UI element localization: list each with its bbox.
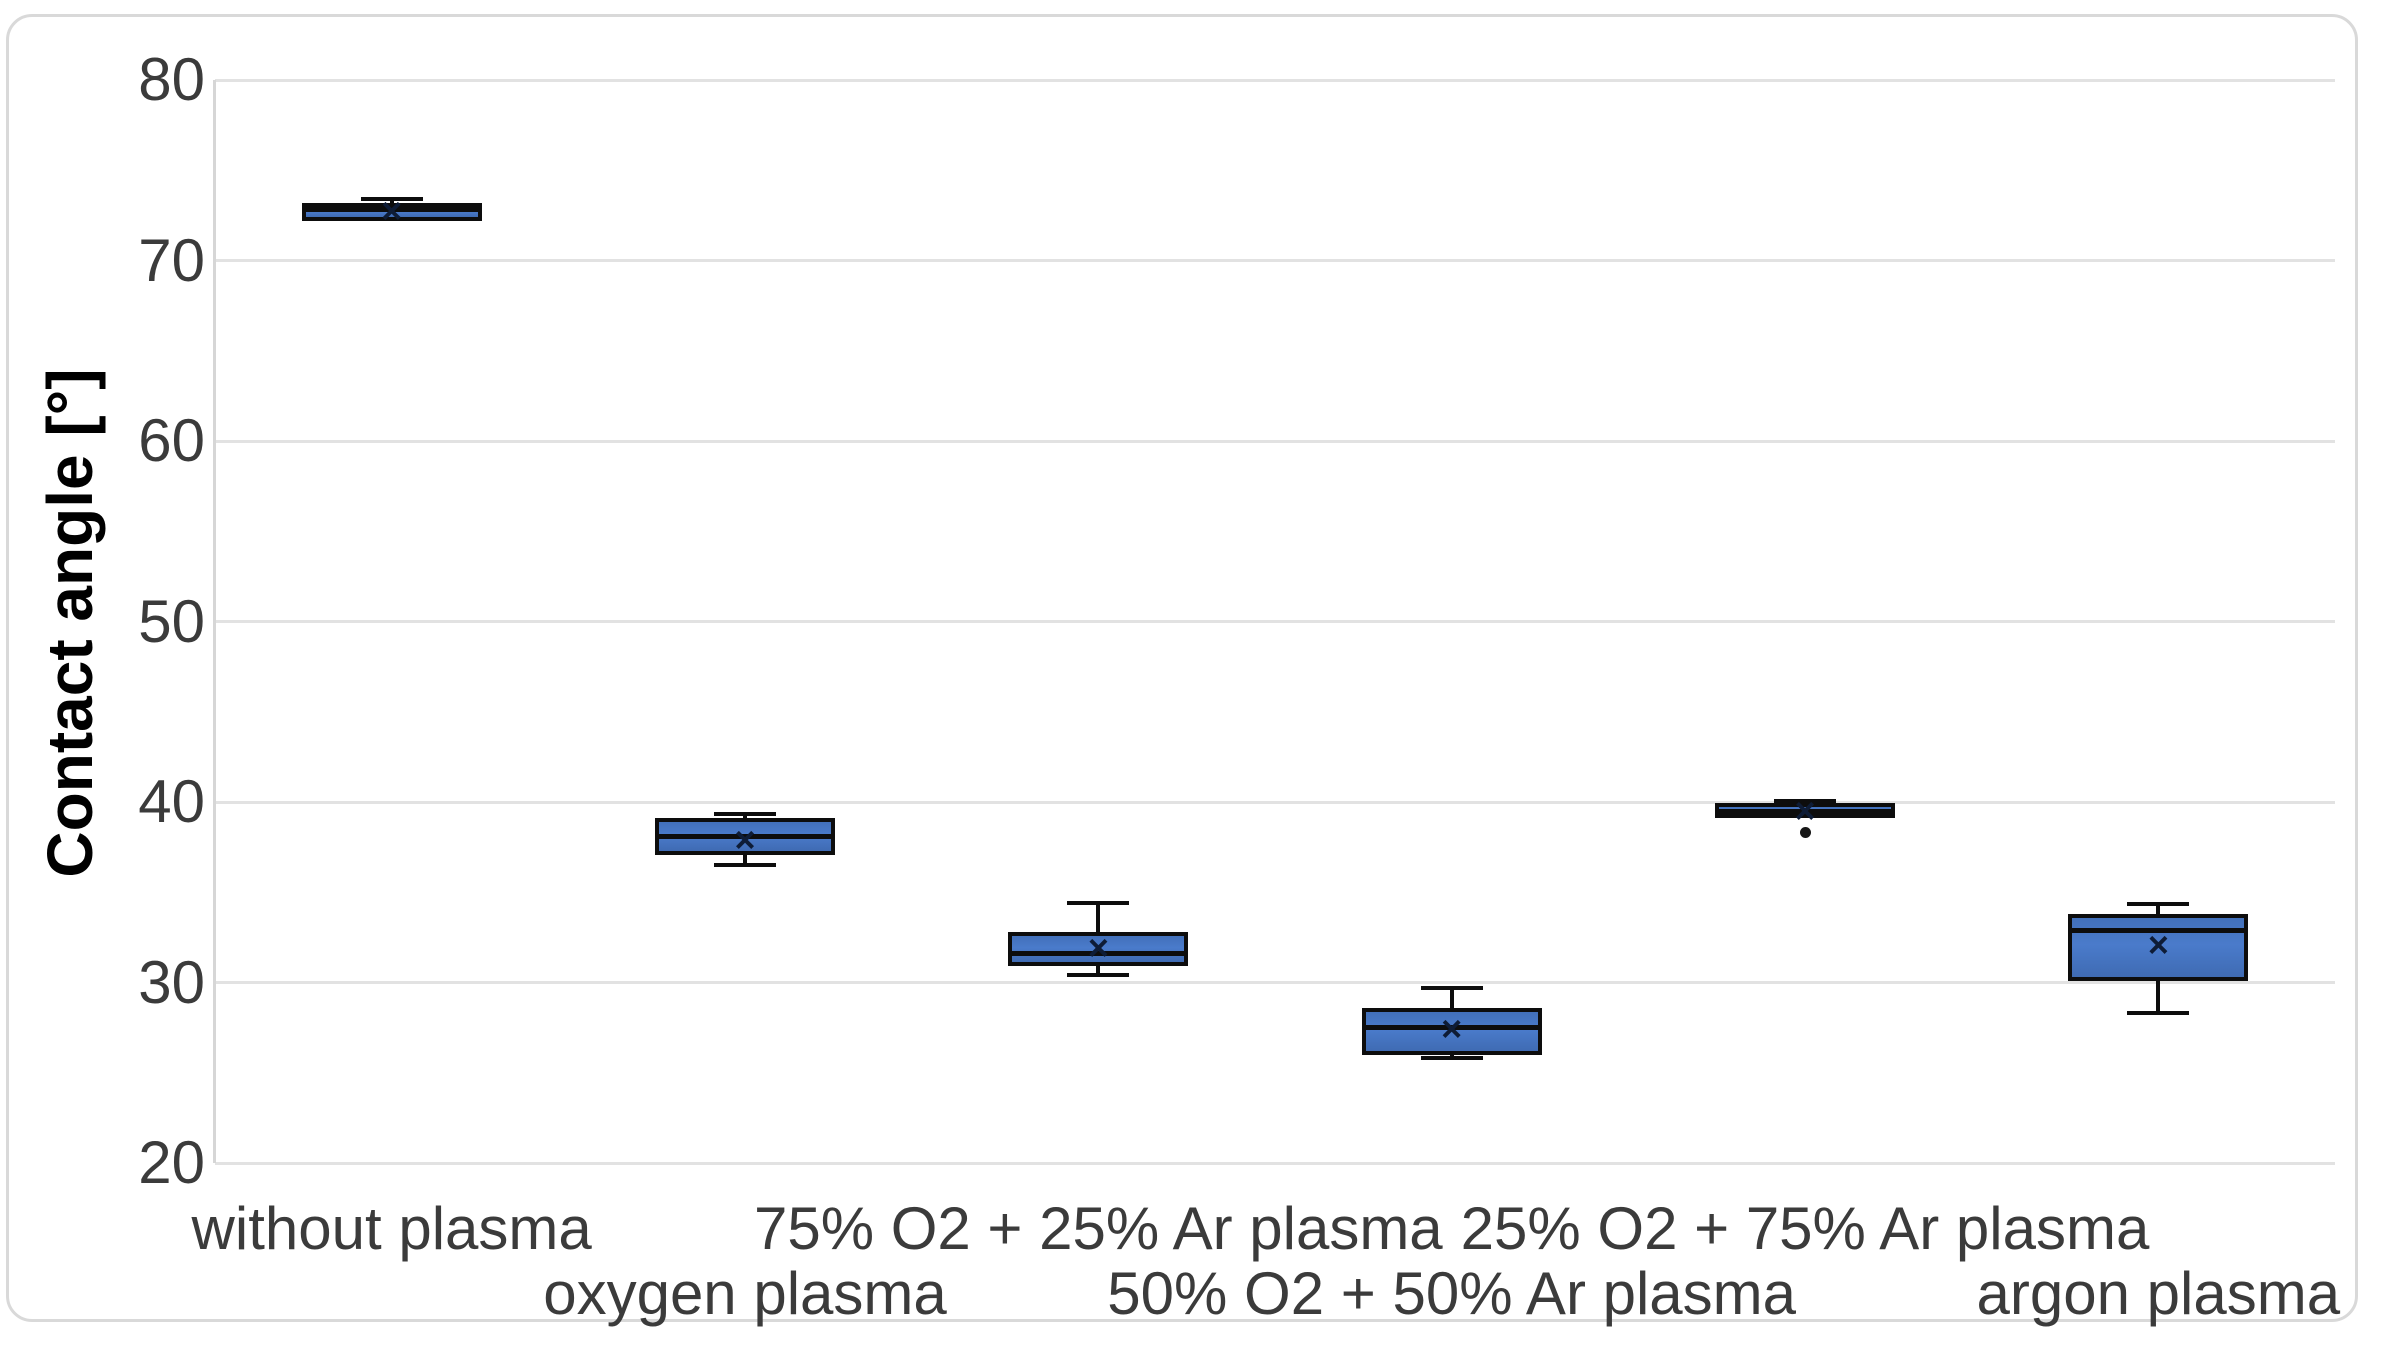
lower-whisker-line bbox=[1449, 1052, 1454, 1059]
y-tick-label: 20 bbox=[138, 1129, 205, 1196]
upper-whisker-cap bbox=[1067, 901, 1130, 906]
upper-whisker-line bbox=[743, 813, 747, 821]
y-tick-label: 70 bbox=[138, 226, 205, 294]
lower-whisker-line bbox=[2156, 978, 2161, 1014]
median-line bbox=[1365, 1025, 1538, 1031]
lower-whisker-cap bbox=[1067, 973, 1130, 978]
upper-whisker-line bbox=[2156, 903, 2161, 916]
y-tick-label: 80 bbox=[138, 46, 205, 113]
x-category-label: 50% O2 + 50% Ar plasma bbox=[1107, 1260, 1797, 1327]
median-line bbox=[2072, 927, 2245, 933]
y-tick-label: 30 bbox=[138, 948, 205, 1016]
upper-whisker-cap bbox=[2127, 901, 2190, 906]
outlier-point bbox=[1799, 827, 1811, 839]
lower-whisker-line bbox=[1096, 964, 1101, 976]
gridline bbox=[215, 800, 2335, 804]
figure-border bbox=[6, 14, 2358, 1322]
mean-marker: × bbox=[2147, 923, 2169, 965]
x-category-label: without plasma bbox=[191, 1195, 592, 1262]
mean-marker: × bbox=[734, 818, 756, 860]
lower-whisker-line bbox=[743, 852, 747, 866]
gridline bbox=[215, 78, 2335, 82]
box bbox=[1361, 1007, 1542, 1055]
gridline bbox=[215, 620, 2335, 623]
upper-whisker-cap bbox=[360, 197, 423, 202]
y-tick-label: 50 bbox=[138, 587, 205, 655]
lower-whisker-cap bbox=[714, 863, 776, 868]
upper-whisker-line bbox=[389, 199, 394, 206]
lower-whisker-cap bbox=[2127, 1011, 2190, 1016]
gridline bbox=[215, 439, 2335, 443]
median-line bbox=[1012, 951, 1185, 957]
x-category-label: 25% O2 + 75% Ar plasma bbox=[1460, 1195, 2150, 1262]
x-category-label: 75% O2 + 25% Ar plasma bbox=[753, 1195, 1443, 1262]
median-line bbox=[659, 833, 831, 839]
y-tick-label: 40 bbox=[138, 768, 205, 835]
upper-whisker-cap bbox=[1420, 985, 1483, 990]
box bbox=[2068, 913, 2249, 981]
gridline bbox=[215, 1161, 2335, 1165]
lower-whisker-cap bbox=[1420, 1056, 1483, 1061]
mean-marker: × bbox=[1087, 927, 1109, 969]
x-category-label: oxygen plasma bbox=[543, 1260, 947, 1327]
mean-marker: × bbox=[1794, 790, 1816, 832]
mean-marker: × bbox=[381, 189, 403, 231]
upper-whisker-cap bbox=[714, 811, 776, 816]
mean-marker: × bbox=[1441, 1008, 1463, 1050]
upper-whisker-line bbox=[1096, 903, 1101, 934]
gridline bbox=[215, 981, 2335, 984]
gridline bbox=[215, 259, 2335, 262]
x-category-label: argon plasma bbox=[1976, 1260, 2341, 1327]
y-tick-label: 60 bbox=[138, 407, 205, 474]
y-axis-line bbox=[213, 80, 216, 1163]
median-line bbox=[305, 207, 478, 213]
upper-whisker-line bbox=[1449, 987, 1454, 1010]
median-line bbox=[1719, 808, 1891, 814]
upper-whisker-cap bbox=[1774, 799, 1836, 804]
box bbox=[1008, 931, 1189, 967]
